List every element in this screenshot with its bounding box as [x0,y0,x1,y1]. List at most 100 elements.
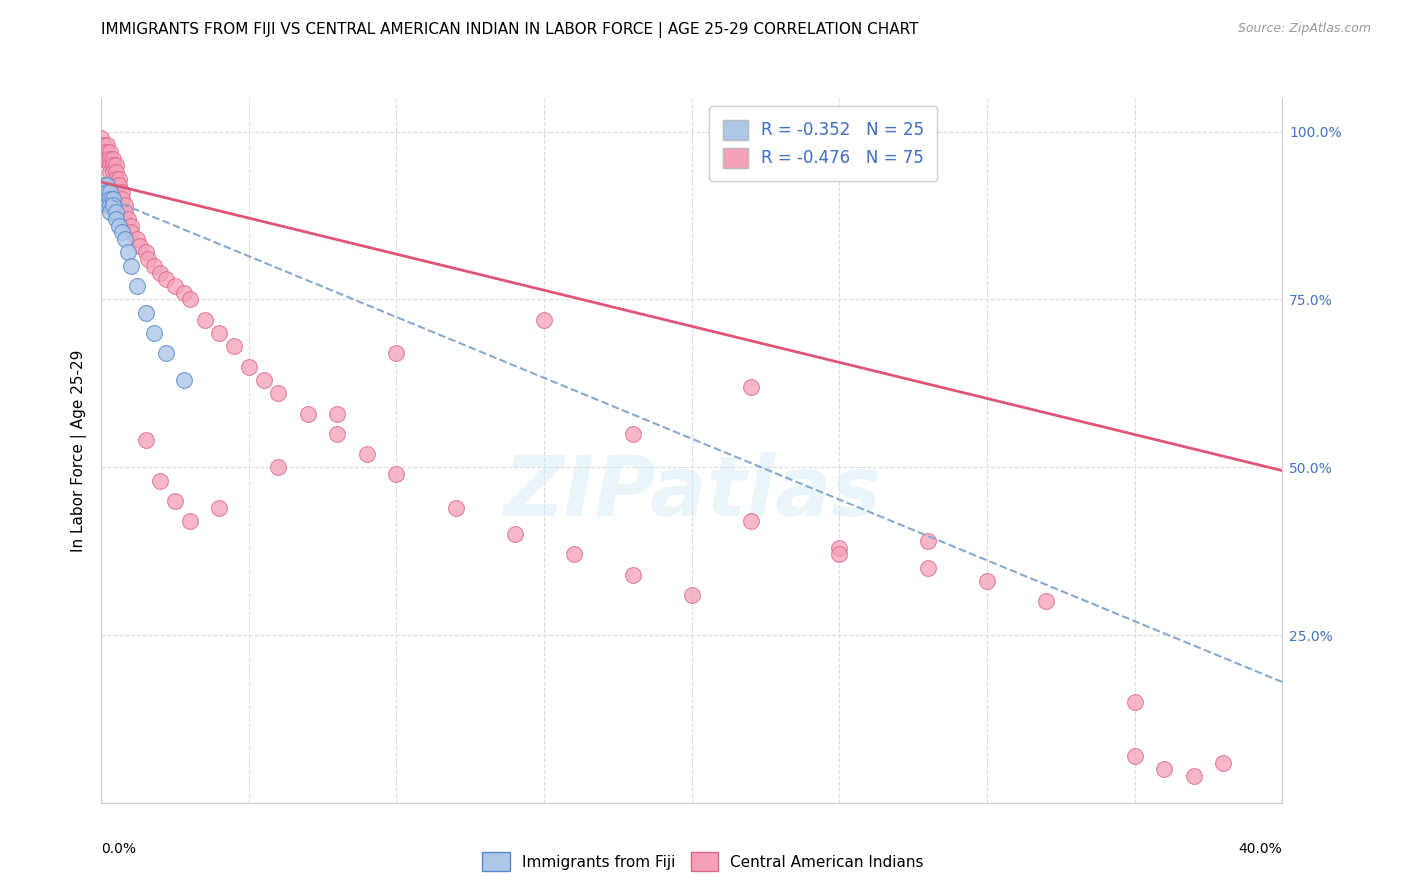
Point [125,279,148,293]
Point [120,225,142,239]
Point [101,158,124,172]
Point [208,500,231,515]
Point [179,514,201,528]
Point [149,474,172,488]
Point [208,326,231,340]
Point [101,152,124,166]
Point [120,219,142,233]
Point [98,158,121,172]
Text: IMMIGRANTS FROM FIJI VS CENTRAL AMERICAN INDIAN IN LABOR FORCE | AGE 25-29 CORRE: IMMIGRANTS FROM FIJI VS CENTRAL AMERICAN… [101,22,918,38]
Point [253,373,276,387]
Point [111,192,134,206]
Point [222,339,246,353]
Point [105,211,128,226]
Point [96,178,118,193]
Point [385,346,408,360]
Point [93,152,115,166]
Legend: Immigrants from Fiji, Central American Indians: Immigrants from Fiji, Central American I… [477,847,929,877]
Point [1182,769,1205,783]
Point [503,527,526,541]
Point [120,259,142,273]
Point [90,131,112,145]
Point [444,500,467,515]
Point [93,185,115,199]
Point [976,574,998,589]
Point [297,407,319,421]
Point [98,198,121,212]
Point [326,426,349,441]
Point [101,198,124,212]
Point [105,165,128,179]
Point [105,158,128,172]
Point [385,467,408,481]
Text: ZIPatlas: ZIPatlas [503,452,880,533]
Legend: R = -0.352   N = 25, R = -0.476   N = 75: R = -0.352 N = 25, R = -0.476 N = 75 [709,106,938,181]
Point [138,252,160,267]
Point [93,192,115,206]
Point [1212,756,1234,770]
Point [98,152,121,166]
Point [155,346,177,360]
Point [1123,748,1146,763]
Point [1123,695,1146,709]
Point [267,460,290,475]
Point [267,386,290,401]
Point [98,145,121,159]
Point [93,138,115,153]
Point [135,306,157,320]
Point [96,198,118,212]
Point [114,198,136,212]
Point [326,407,349,421]
Point [93,178,115,193]
Point [101,165,124,179]
Point [96,152,118,166]
Point [108,171,131,186]
Point [125,232,148,246]
Point [155,272,177,286]
Point [740,380,762,394]
Point [128,239,150,253]
Point [917,534,939,549]
Point [98,165,121,179]
Point [740,514,762,528]
Text: 0.0%: 0.0% [101,841,136,855]
Point [533,312,555,326]
Point [96,138,118,153]
Point [101,192,124,206]
Point [562,548,585,562]
Point [143,259,166,273]
Point [173,285,195,300]
Point [98,185,121,199]
Point [165,493,187,508]
Point [96,145,118,159]
Point [1035,594,1057,608]
Point [238,359,260,374]
Point [681,588,703,602]
Point [828,541,851,555]
Point [179,293,201,307]
Point [108,219,131,233]
Point [114,232,136,246]
Point [98,192,121,206]
Point [135,245,157,260]
Point [165,279,187,293]
Point [1153,762,1175,776]
Point [93,145,115,159]
Point [173,373,195,387]
Point [108,178,131,193]
Point [621,426,644,441]
Point [828,548,851,562]
Point [96,185,118,199]
Point [105,171,128,186]
Point [98,205,121,219]
Point [96,192,118,206]
Text: 40.0%: 40.0% [1239,841,1282,855]
Point [356,447,378,461]
Point [105,178,128,193]
Point [135,434,157,448]
Point [143,326,166,340]
Point [117,211,139,226]
Point [149,266,172,280]
Point [917,561,939,575]
Point [105,205,128,219]
